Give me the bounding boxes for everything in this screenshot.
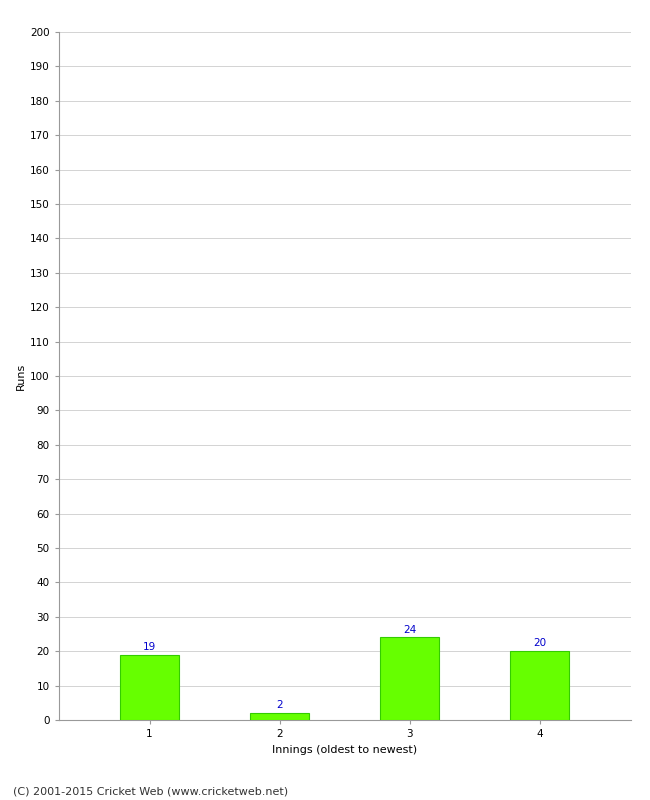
Y-axis label: Runs: Runs [16,362,25,390]
Bar [380,638,439,720]
Text: 24: 24 [403,625,416,634]
Text: 19: 19 [143,642,156,652]
Bar [250,713,309,720]
Bar [120,654,179,720]
Text: (C) 2001-2015 Cricket Web (www.cricketweb.net): (C) 2001-2015 Cricket Web (www.cricketwe… [13,786,288,796]
Text: 2: 2 [276,700,283,710]
X-axis label: Innings (oldest to newest): Innings (oldest to newest) [272,745,417,754]
Text: 20: 20 [533,638,546,649]
Bar [510,651,569,720]
